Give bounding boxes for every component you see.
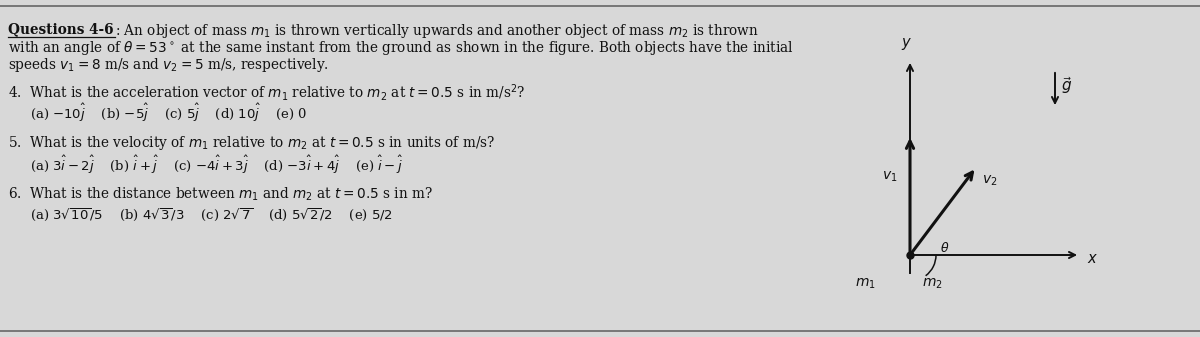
Text: $v_1$: $v_1$ (882, 170, 898, 184)
Text: $\vec{g}$: $\vec{g}$ (1061, 75, 1073, 96)
Text: $y$: $y$ (901, 36, 912, 52)
Text: 4.  What is the acceleration vector of $m_1$ relative to $m_2$ at $t = 0.5$ s in: 4. What is the acceleration vector of $m… (8, 82, 526, 103)
Text: with an angle of $\theta = 53^\circ$ at the same instant from the ground as show: with an angle of $\theta = 53^\circ$ at … (8, 39, 793, 57)
Text: $m_2$: $m_2$ (922, 277, 942, 292)
Text: $v_2$: $v_2$ (982, 173, 997, 188)
Text: speeds $v_1 = 8$ m/s and $v_2 = 5$ m/s, respectively.: speeds $v_1 = 8$ m/s and $v_2 = 5$ m/s, … (8, 56, 329, 74)
Text: 6.  What is the distance between $m_1$ and $m_2$ at $t = 0.5$ s in m?: 6. What is the distance between $m_1$ an… (8, 186, 433, 204)
Text: Questions 4-6: Questions 4-6 (8, 22, 114, 36)
Text: (a) $-10\hat{j}$    (b) $-5\hat{j}$    (c) $5\hat{j}$    (d) $10\hat{j}$    (e) : (a) $-10\hat{j}$ (b) $-5\hat{j}$ (c) $5\… (30, 102, 307, 124)
Text: : An object of mass $m_1$ is thrown vertically upwards and another object of mas: : An object of mass $m_1$ is thrown vert… (115, 22, 758, 40)
Text: (a) $3\hat{i} - 2\hat{j}$    (b) $\hat{i} + \hat{j}$    (c) $-4\hat{i} + 3\hat{j: (a) $3\hat{i} - 2\hat{j}$ (b) $\hat{i} +… (30, 154, 403, 176)
Text: $x$: $x$ (1087, 252, 1098, 266)
Text: (a) $3\sqrt{10}/5$    (b) $4\sqrt{3}/3$    (c) $2\sqrt{7}$    (d) $5\sqrt{2}/2$ : (a) $3\sqrt{10}/5$ (b) $4\sqrt{3}/3$ (c)… (30, 206, 392, 223)
Text: $m_1$: $m_1$ (854, 277, 875, 292)
Text: 5.  What is the velocity of $m_1$ relative to $m_2$ at $t = 0.5$ s in units of m: 5. What is the velocity of $m_1$ relativ… (8, 134, 496, 152)
Text: $\theta$: $\theta$ (940, 241, 949, 255)
